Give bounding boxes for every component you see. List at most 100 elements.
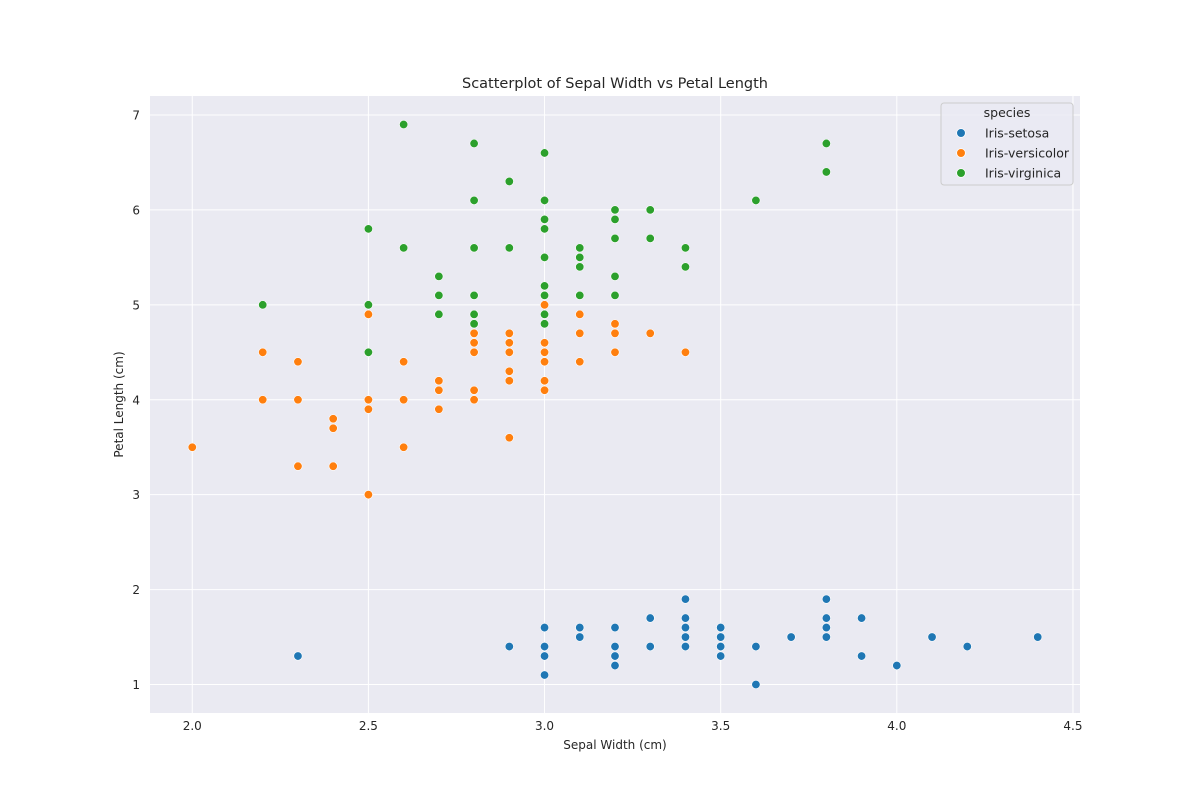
data-point-iris-setosa [821,594,831,604]
data-point-iris-versicolor [504,433,514,443]
x-tick-label: 4.0 [887,719,906,733]
data-point-iris-virginica [434,309,444,319]
data-point-iris-virginica [610,205,620,215]
data-point-iris-virginica [751,195,761,205]
data-point-iris-versicolor [328,461,338,471]
data-point-iris-virginica [610,233,620,243]
data-point-iris-setosa [680,642,690,652]
data-point-iris-setosa [716,651,726,661]
data-point-iris-setosa [680,613,690,623]
data-point-iris-versicolor [469,347,479,357]
data-point-iris-setosa [892,661,902,671]
data-point-iris-versicolor [293,395,303,405]
data-point-iris-versicolor [504,328,514,338]
data-point-iris-setosa [540,670,550,680]
data-point-iris-setosa [716,623,726,633]
data-point-iris-virginica [469,290,479,300]
data-point-iris-virginica [363,224,373,234]
data-point-iris-versicolor [469,338,479,348]
data-point-iris-setosa [716,642,726,652]
legend-marker-virginica [956,168,966,178]
data-point-iris-virginica [610,290,620,300]
data-point-iris-versicolor [399,442,409,452]
data-point-iris-setosa [786,632,796,642]
data-point-iris-versicolor [469,385,479,395]
data-point-iris-versicolor [399,395,409,405]
data-points [187,119,1043,690]
chart-title: Scatterplot of Sepal Width vs Petal Leng… [462,76,768,92]
data-point-iris-versicolor [434,376,444,386]
data-point-iris-versicolor [504,338,514,348]
data-point-iris-virginica [680,243,690,253]
data-point-iris-setosa [821,632,831,642]
data-point-iris-versicolor [258,395,268,405]
data-point-iris-virginica [540,148,550,158]
y-tick-label: 5 [132,298,140,312]
data-point-iris-versicolor [363,490,373,500]
data-point-iris-setosa [610,661,620,671]
data-point-iris-setosa [751,680,761,690]
data-point-iris-versicolor [293,357,303,367]
data-point-iris-virginica [469,309,479,319]
data-point-iris-versicolor [187,442,197,452]
data-point-iris-versicolor [434,385,444,395]
data-point-iris-versicolor [363,404,373,414]
data-point-iris-setosa [540,651,550,661]
x-tick-label: 4.5 [1063,719,1082,733]
data-point-iris-virginica [540,319,550,329]
data-point-iris-virginica [540,224,550,234]
data-point-iris-versicolor [293,461,303,471]
y-tick-label: 2 [132,583,140,597]
x-tick-label: 2.5 [359,719,378,733]
legend-label-virginica: Iris-virginica [985,166,1061,181]
y-tick-label: 7 [132,108,140,122]
data-point-iris-virginica [645,205,655,215]
data-point-iris-virginica [504,176,514,186]
data-point-iris-setosa [821,623,831,633]
data-point-iris-virginica [469,138,479,148]
tick-labels: 2.0 2.5 3.0 3.5 4.0 4.5 1 2 3 4 5 6 7 [132,108,1082,733]
data-point-iris-setosa [645,613,655,623]
data-point-iris-versicolor [610,319,620,329]
data-point-iris-virginica [610,271,620,281]
data-point-iris-virginica [258,300,268,310]
data-point-iris-virginica [680,262,690,272]
data-point-iris-virginica [434,290,444,300]
data-point-iris-versicolor [258,347,268,357]
data-point-iris-versicolor [610,328,620,338]
x-axis-title: Sepal Width (cm) [563,738,666,752]
plot-area [150,96,1080,713]
data-point-iris-versicolor [363,309,373,319]
data-point-iris-setosa [680,632,690,642]
data-point-iris-setosa [293,651,303,661]
data-point-iris-setosa [645,642,655,652]
data-point-iris-versicolor [469,395,479,405]
legend-box [940,102,1074,186]
legend: species Iris-setosa Iris-versicolor Iris… [940,102,1074,186]
data-point-iris-virginica [575,290,585,300]
data-point-iris-virginica [540,195,550,205]
data-point-iris-versicolor [399,357,409,367]
y-tick-label: 4 [132,393,140,407]
data-point-iris-versicolor [434,404,444,414]
data-point-iris-setosa [504,642,514,652]
data-point-iris-setosa [680,594,690,604]
x-tick-label: 3.5 [711,719,730,733]
x-tick-label: 3.0 [535,719,554,733]
data-point-iris-versicolor [540,338,550,348]
data-point-iris-virginica [469,243,479,253]
y-axis-title: Petal Length (cm) [112,351,126,457]
data-point-iris-setosa [751,642,761,652]
data-point-iris-versicolor [540,385,550,395]
y-tick-label: 6 [132,203,140,217]
data-point-iris-virginica [610,214,620,224]
data-point-iris-versicolor [680,347,690,357]
data-point-iris-virginica [540,214,550,224]
data-point-iris-virginica [540,252,550,262]
data-point-iris-setosa [962,642,972,652]
data-point-iris-versicolor [328,414,338,424]
data-point-iris-versicolor [328,423,338,433]
legend-marker-setosa [956,128,966,138]
data-point-iris-virginica [575,262,585,272]
data-point-iris-versicolor [504,347,514,357]
